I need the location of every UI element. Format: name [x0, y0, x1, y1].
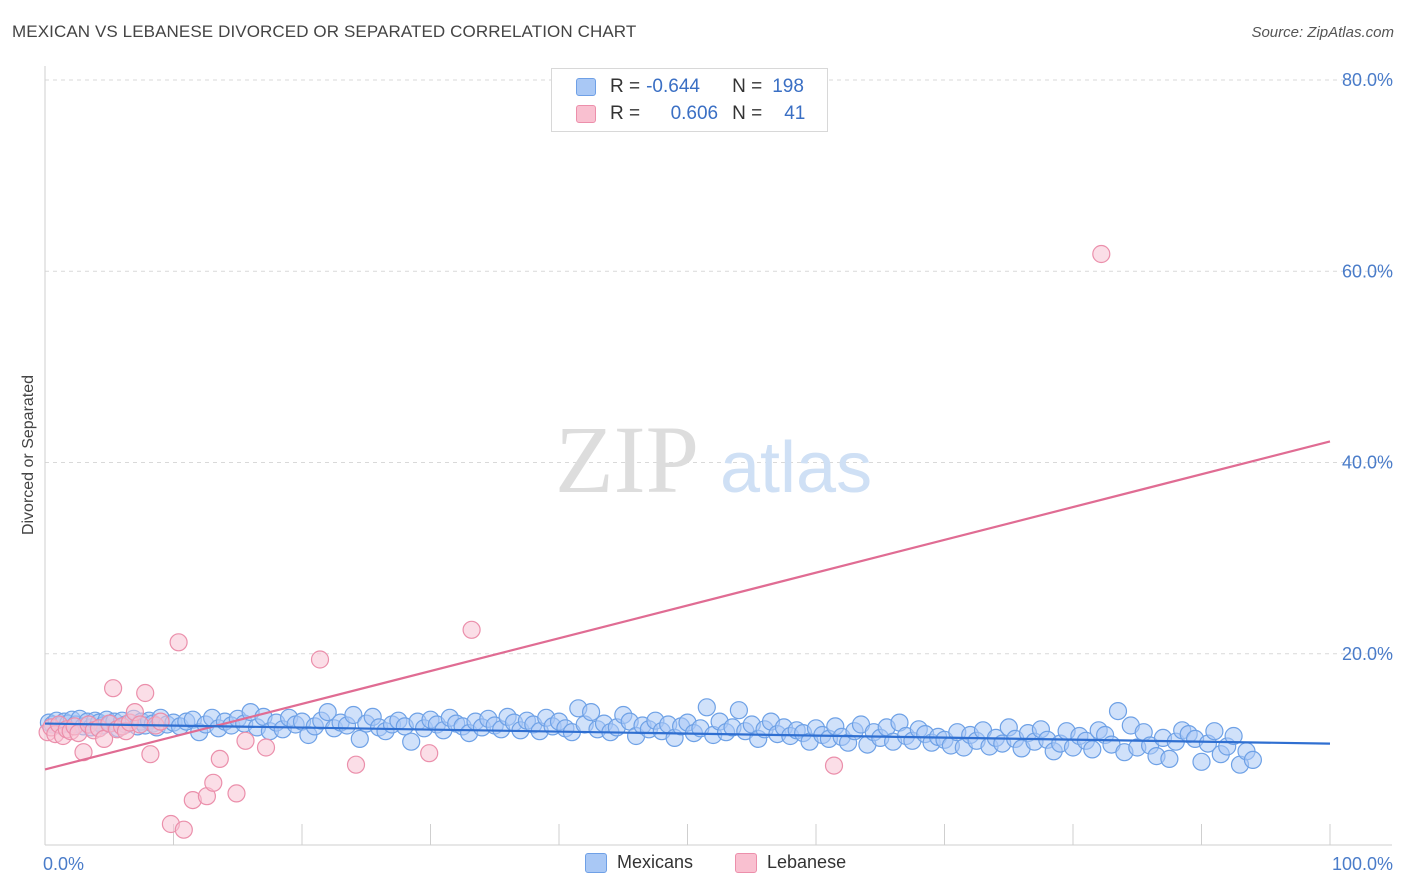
lebanese-point — [227, 784, 246, 803]
bottom-legend-lebanese[interactable]: Lebanese — [735, 852, 846, 873]
y-tick-label: 40.0% — [1342, 453, 1393, 473]
legend-r-label: R = — [610, 76, 641, 97]
mexicans-point — [729, 701, 749, 720]
watermark: ZIP atlas — [555, 406, 872, 513]
mexicans-point — [318, 702, 337, 722]
legend-n-label: N = — [732, 76, 763, 97]
y-tick-label: 80.0% — [1342, 70, 1393, 90]
lebanese-points — [38, 244, 1111, 839]
mexicans-point — [350, 729, 369, 749]
mexicans-point — [1160, 749, 1179, 769]
gridlines — [45, 79, 1392, 655]
mexicans-point — [1192, 752, 1211, 771]
mexicans-points — [39, 698, 1263, 774]
watermark-zip: ZIP — [555, 406, 699, 513]
x-tick-label-max: 100.0% — [1332, 854, 1393, 874]
lebanese-point — [136, 683, 155, 703]
lebanese-point — [141, 745, 160, 764]
source-credit: Source: ZipAtlas.com — [1251, 24, 1394, 41]
legend-r-label: R = — [610, 103, 641, 124]
watermark-atlas: atlas — [720, 428, 872, 508]
mexicans-point — [1108, 701, 1128, 721]
lebanese-point — [1092, 244, 1111, 264]
lebanese-point — [236, 731, 255, 750]
x-tick-labels: 0.0% 100.0% — [43, 854, 1393, 874]
legend-swatch-lebanese — [576, 105, 596, 123]
mexicans-point — [1083, 740, 1102, 759]
mexicans-point — [1243, 750, 1263, 770]
bottom-legend-swatch-lebanese — [735, 852, 757, 873]
mexicans-point — [581, 702, 601, 722]
legend-r-value-lebanese: 0.606 — [670, 103, 719, 124]
axes — [44, 66, 1392, 846]
y-axis-label: Divorced or Separated — [20, 375, 37, 535]
legend-swatch-mexicans — [576, 78, 596, 96]
y-tick-label: 60.0% — [1342, 261, 1393, 281]
lebanese-point — [824, 756, 844, 775]
legend-row-lebanese: R = 0.606 N = 41 — [576, 102, 805, 126]
bottom-legend: Mexicans Lebanese — [0, 852, 1406, 878]
bottom-legend-mexicans[interactable]: Mexicans — [585, 852, 693, 873]
trend-lines — [44, 440, 1331, 771]
y-tick-label: 20.0% — [1342, 644, 1393, 664]
legend-r-value-mexicans: -0.644 — [646, 76, 700, 97]
lebanese-point — [103, 679, 123, 698]
lebanese-trend-line — [44, 440, 1331, 771]
mexicans-point — [697, 698, 716, 717]
correlation-legend: R = -0.644 N = 198 R = 0.606 N = 41 — [551, 68, 828, 132]
legend-n-label: N = — [732, 103, 763, 124]
chart-title: MEXICAN VS LEBANESE DIVORCED OR SEPARATE… — [12, 22, 637, 41]
mexicans-trend-line — [44, 722, 1331, 745]
lebanese-point — [174, 820, 193, 839]
mexicans-point — [1205, 722, 1224, 741]
lebanese-point — [210, 749, 229, 769]
lebanese-point — [420, 744, 439, 763]
lebanese-point — [346, 755, 366, 774]
legend-n-value-mexicans: 198 — [772, 76, 804, 97]
lebanese-point — [151, 712, 170, 731]
mexicans-point — [344, 705, 363, 725]
mexicans-point — [402, 732, 421, 751]
x-tick-label-min: 0.0% — [43, 854, 84, 874]
bottom-legend-label-lebanese: Lebanese — [767, 852, 847, 872]
lebanese-point — [310, 650, 330, 669]
lebanese-point — [204, 773, 223, 792]
legend-row-mexicans: R = -0.644 N = 198 — [576, 75, 804, 99]
bottom-legend-label-mexicans: Mexicans — [617, 852, 694, 872]
lebanese-point — [462, 620, 481, 639]
y-tick-labels: 80.0% 60.0% 40.0% 20.0% — [1342, 70, 1393, 664]
legend-n-value-lebanese: 41 — [784, 103, 806, 124]
lebanese-point — [169, 633, 188, 652]
lebanese-point — [256, 738, 276, 757]
bottom-legend-swatch-mexicans — [585, 852, 607, 873]
mexicans-point — [1224, 726, 1243, 746]
